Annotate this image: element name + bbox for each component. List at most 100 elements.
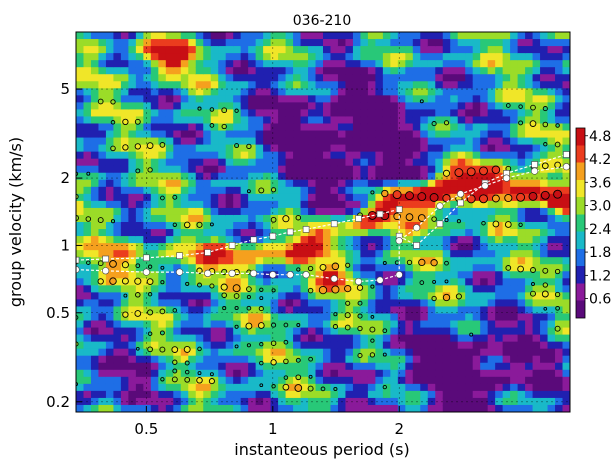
amplitude-peak-dot: [270, 216, 277, 223]
amplitude-peak-dot: [76, 215, 79, 221]
amplitude-peak-dot: [283, 375, 289, 380]
amplitude-peak-dot: [258, 187, 265, 194]
dispersion-point: [457, 199, 464, 207]
amplitude-peak-dot: [332, 324, 338, 330]
dispersion-point: [286, 228, 294, 236]
amplitude-peak-dot: [171, 346, 179, 353]
x-tick-label: 2: [394, 420, 404, 438]
amplitude-peak-dot: [221, 292, 227, 298]
dispersion-point: [562, 163, 570, 171]
amplitude-peak-dot: [442, 194, 451, 203]
amplitude-peak-dot: [259, 296, 264, 301]
amplitude-peak-dot: [381, 189, 389, 198]
dispersion-point: [376, 210, 384, 218]
colorbar-tick-label: 3.0: [589, 199, 611, 215]
amplitude-peak-dot: [183, 345, 191, 353]
amplitude-peak-dot: [541, 162, 549, 170]
amplitude-peak-dot: [282, 383, 290, 391]
amplitude-peak-dot: [110, 99, 116, 105]
amplitude-peak-dot: [122, 144, 129, 151]
amplitude-peak-dot: [394, 260, 400, 265]
amplitude-peak-dot: [528, 191, 538, 201]
amplitude-peak-dot: [122, 118, 129, 126]
amplitude-peak-dot: [135, 292, 141, 298]
amplitude-peak-dot: [283, 358, 289, 365]
amplitude-peak-dot: [554, 291, 561, 298]
amplitude-peak-dot: [196, 267, 203, 274]
amplitude-peak-dot: [159, 330, 165, 336]
amplitude-peak-dot: [246, 294, 251, 300]
amplitude-peak-dot: [318, 285, 328, 295]
amplitude-peak-dot: [432, 279, 437, 284]
amplitude-peak-dot: [209, 222, 214, 227]
amplitude-peak-dot: [160, 280, 165, 285]
plot-frame: [75, 31, 571, 413]
dispersion-point: [302, 271, 310, 279]
amplitude-peak-dot: [257, 322, 265, 329]
colorbar-tick-label: 2.4: [589, 222, 611, 238]
y-tick-label: 0.2: [46, 393, 70, 411]
amplitude-peak-dot: [456, 219, 461, 224]
amplitude-peak-dot: [110, 145, 116, 152]
amplitude-peak-dot: [429, 193, 439, 202]
amplitude-peak-dot: [481, 220, 486, 226]
amplitude-peak-dot: [196, 221, 203, 228]
amplitude-peak-dot: [504, 193, 513, 203]
amplitude-peak-dot: [530, 104, 536, 111]
amplitude-peak-dot: [232, 284, 241, 293]
heatmap-field: [76, 32, 570, 412]
amplitude-peak-dot: [369, 352, 376, 358]
amplitude-peak-dot: [431, 295, 437, 302]
dispersion-point: [269, 232, 277, 240]
amplitude-peak-dot: [209, 123, 215, 128]
amplitude-peak-dot: [405, 213, 414, 221]
dispersion-point: [250, 236, 257, 244]
amplitude-peak-dot: [147, 264, 153, 269]
amplitude-peak-dot: [356, 284, 364, 291]
amplitude-peak-dot: [110, 219, 116, 224]
amplitude-peak-dot: [417, 192, 427, 202]
amplitude-peak-dot: [469, 332, 474, 337]
amplitude-peak-dot: [491, 165, 501, 175]
amplitude-peak-dot: [308, 356, 313, 362]
amplitude-peak-dot: [146, 278, 154, 285]
dispersion-point: [413, 242, 420, 249]
amplitude-peak-dot: [97, 260, 104, 267]
amplitude-peak-dot: [246, 286, 252, 292]
amplitude-peak-dot: [97, 217, 104, 224]
amplitude-peak-dot: [320, 386, 326, 392]
amplitude-peak-dot: [431, 216, 437, 222]
amplitude-peak-dot: [444, 218, 449, 223]
amplitude-peak-dot: [172, 222, 177, 227]
dispersion-curve-1: [76, 153, 567, 261]
amplitude-peak-dot: [222, 306, 227, 311]
amplitude-peak-dot: [444, 279, 449, 284]
dispersion-point: [204, 269, 212, 278]
amplitude-peak-dot: [271, 322, 277, 328]
amplitude-peak-dot: [184, 360, 190, 366]
amplitude-peak-dot: [443, 120, 450, 126]
amplitude-peak-dot: [442, 169, 451, 177]
amplitude-peak-dot: [382, 261, 387, 265]
amplitude-peak-dot: [270, 359, 277, 366]
y-tick-label: 0.5: [46, 304, 70, 322]
colorbar-tick-label: 0.6: [589, 292, 611, 308]
amplitude-peak-dot: [121, 277, 129, 285]
amplitude-peak-dot: [147, 346, 153, 353]
amplitude-peak-dot: [159, 308, 166, 315]
amplitude-peak-dot: [344, 312, 351, 319]
amplitude-peak-dot: [333, 386, 338, 392]
amplitude-peak-dot: [197, 346, 202, 352]
amplitude-peak-dot: [466, 167, 476, 177]
dispersion-point: [395, 271, 403, 279]
amplitude-peak-dot: [110, 120, 116, 125]
amplitude-peak-dot: [345, 300, 351, 306]
amplitude-peak-dot: [283, 339, 289, 345]
amplitude-peak-dot: [444, 260, 449, 266]
amplitude-peak-dot: [357, 352, 363, 359]
dispersion-point: [176, 252, 183, 259]
dispersion-point: [228, 269, 236, 278]
amplitude-peak-dot: [147, 167, 153, 173]
dispersion-point: [481, 182, 489, 190]
amplitude-peak-dot: [419, 280, 425, 285]
